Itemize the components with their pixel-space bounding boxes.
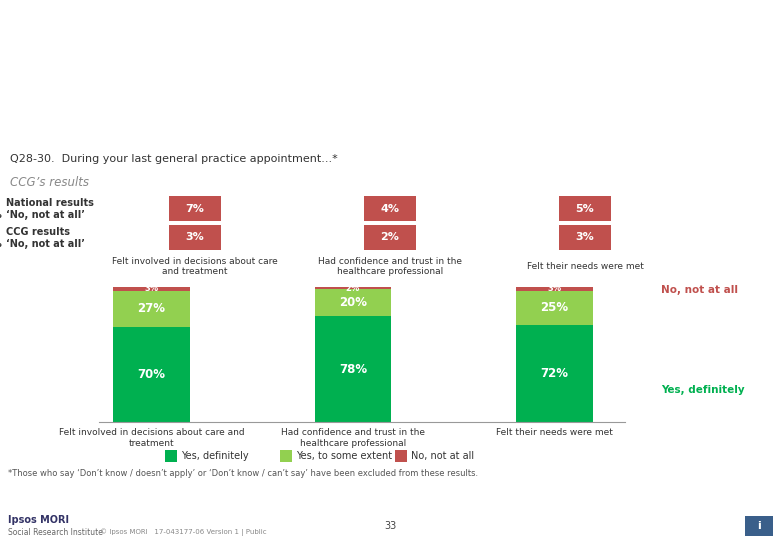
Text: Felt involved in decisions about care and
treatment: Felt involved in decisions about care an… [58,428,244,448]
Bar [113,327,190,422]
Text: Yes, definitely: Yes, definitely [181,451,249,461]
Text: Q28-30.  During your last general practice appointment...*: Q28-30. During your last general practic… [10,154,338,164]
Bar [559,225,611,249]
Bar [165,450,177,462]
Text: 72%: 72% [541,367,569,380]
Text: No, not at all: No, not at all [661,285,739,295]
Bar [364,197,416,221]
Text: ‘No, not at all’: ‘No, not at all’ [6,239,85,249]
Bar [113,291,190,327]
Text: Yes, to some extent: Yes, to some extent [296,451,392,461]
Text: 25%: 25% [541,301,569,314]
Text: Ipsos MORI: Ipsos MORI [8,515,69,525]
Bar [113,287,190,291]
Text: 7%: 7% [186,204,204,213]
Text: 3%: 3% [548,284,562,293]
Bar [516,291,593,325]
Bar [169,197,221,221]
Bar [364,225,416,249]
Text: Felt their needs were met: Felt their needs were met [496,428,613,437]
Text: 70%: 70% [137,368,165,381]
Bar [169,225,221,249]
Text: CCG results: CCG results [6,227,70,237]
Bar [516,287,593,291]
Text: Yes, definitely: Yes, definitely [661,386,745,395]
Text: *Those who say ‘Don’t know / doesn’t apply’ or ‘Don’t know / can’t say’ have bee: *Those who say ‘Don’t know / doesn’t app… [8,469,478,478]
Text: Felt involved in decisions about care
and treatment: Felt involved in decisions about care an… [112,256,278,276]
Text: No, not at all: No, not at all [411,451,474,461]
Bar [314,287,392,289]
Bar [745,516,773,536]
Bar [280,450,292,462]
Text: 2%: 2% [346,284,360,293]
Text: 2%: 2% [381,233,399,242]
Text: 5%: 5% [576,204,594,213]
Text: 3%: 3% [186,233,204,242]
Text: CCG’s results: CCG’s results [10,177,89,190]
Text: Base: All had an appointment since being registered with current GP practice exc: Base: All had an appointment since being… [8,486,426,508]
Text: 20%: 20% [339,296,367,309]
Text: Felt their needs were met: Felt their needs were met [526,262,643,271]
Text: National results: National results [6,198,94,208]
Text: Had confidence and trust in the
healthcare professional: Had confidence and trust in the healthca… [318,256,462,276]
Text: 33: 33 [384,521,396,531]
Bar [559,197,611,221]
Text: ‘No, not at all’: ‘No, not at all’ [6,210,85,220]
Text: Social Research Institute: Social Research Institute [8,528,103,537]
Bar [314,289,392,316]
Text: 3%: 3% [576,233,594,242]
Text: 78%: 78% [339,362,367,375]
Bar [516,325,593,422]
Text: 27%: 27% [137,302,165,315]
Bar [395,450,407,462]
Text: Had confidence and trust in the
healthcare professional: Had confidence and trust in the healthca… [281,428,425,448]
Text: %: % [0,239,5,249]
Text: 4%: 4% [381,204,399,213]
Text: i: i [757,521,760,531]
Bar [314,316,392,422]
Text: Perceptions of care at patients’ last appointment with a
healthcare professional: Perceptions of care at patients’ last ap… [10,85,519,122]
Text: © Ipsos MORI   17-043177-06 Version 1 | Public: © Ipsos MORI 17-043177-06 Version 1 | Pu… [100,528,267,536]
Text: 3%: 3% [144,284,158,293]
Text: %: % [0,210,5,220]
